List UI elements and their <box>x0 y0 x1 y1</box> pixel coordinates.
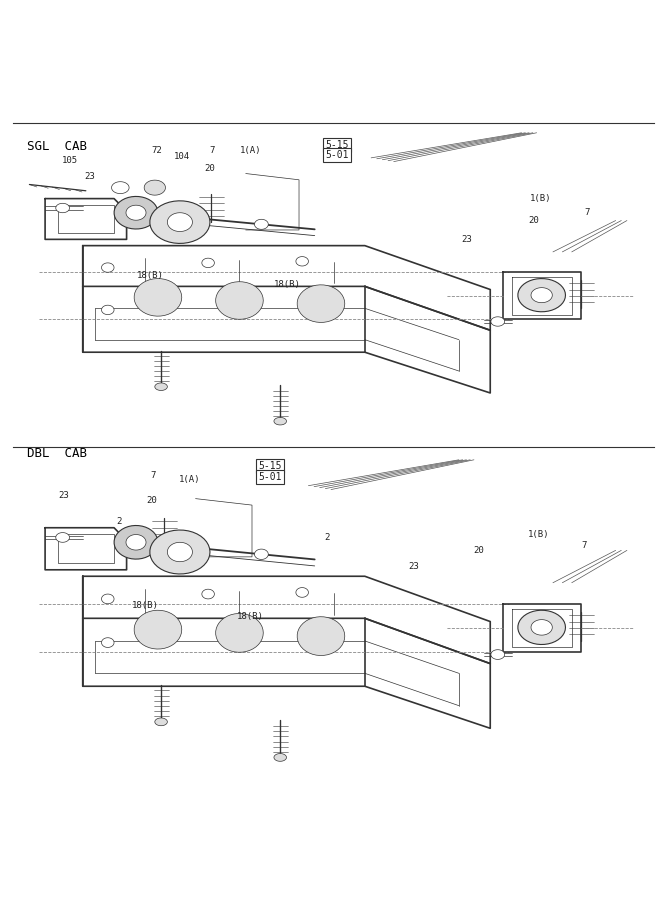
Polygon shape <box>114 526 158 559</box>
Polygon shape <box>491 317 505 326</box>
Text: 1(A): 1(A) <box>179 474 201 483</box>
Polygon shape <box>255 549 268 560</box>
Polygon shape <box>167 212 192 231</box>
Text: 23: 23 <box>85 172 95 181</box>
Polygon shape <box>255 220 268 230</box>
Polygon shape <box>155 382 167 391</box>
Polygon shape <box>144 180 165 195</box>
Polygon shape <box>101 263 114 273</box>
Polygon shape <box>101 594 114 604</box>
Text: 5-15: 5-15 <box>258 462 282 472</box>
Polygon shape <box>134 610 182 649</box>
Polygon shape <box>531 288 552 302</box>
Polygon shape <box>297 616 345 655</box>
Text: 18(B): 18(B) <box>132 601 159 610</box>
Polygon shape <box>274 753 287 761</box>
Polygon shape <box>202 590 214 598</box>
Text: 20: 20 <box>147 496 157 505</box>
Polygon shape <box>56 533 69 543</box>
Text: 7: 7 <box>584 208 590 217</box>
Polygon shape <box>215 282 263 320</box>
Text: 23: 23 <box>58 491 69 500</box>
Text: 104: 104 <box>173 152 189 161</box>
Polygon shape <box>491 650 505 660</box>
Text: 5-01: 5-01 <box>258 472 282 482</box>
Polygon shape <box>155 718 167 725</box>
Polygon shape <box>518 279 566 311</box>
Text: 23: 23 <box>462 235 472 244</box>
Text: 18(B): 18(B) <box>273 280 300 289</box>
Text: 18(B): 18(B) <box>137 271 163 280</box>
Polygon shape <box>101 638 114 647</box>
Text: 7: 7 <box>151 472 156 481</box>
Polygon shape <box>134 279 182 316</box>
Text: 2: 2 <box>116 517 121 526</box>
Text: 18(B): 18(B) <box>237 612 263 621</box>
Polygon shape <box>296 256 308 266</box>
Text: 7: 7 <box>581 541 586 550</box>
Text: 20: 20 <box>205 165 215 174</box>
Polygon shape <box>167 543 192 562</box>
Polygon shape <box>150 530 210 574</box>
Text: SGL  CAB: SGL CAB <box>27 140 87 153</box>
Text: 5-15: 5-15 <box>325 140 349 150</box>
Text: 7: 7 <box>209 146 215 155</box>
Text: 20: 20 <box>474 546 484 555</box>
Polygon shape <box>202 258 214 267</box>
Polygon shape <box>518 610 566 644</box>
Polygon shape <box>297 284 345 322</box>
Text: 23: 23 <box>408 562 419 572</box>
Polygon shape <box>101 305 114 315</box>
Polygon shape <box>296 588 308 598</box>
Polygon shape <box>274 418 287 425</box>
Polygon shape <box>150 201 210 243</box>
Text: DBL  CAB: DBL CAB <box>27 446 87 460</box>
Polygon shape <box>114 196 158 229</box>
Polygon shape <box>215 614 263 652</box>
Text: 1(A): 1(A) <box>239 146 261 155</box>
Polygon shape <box>111 182 129 194</box>
Polygon shape <box>126 205 146 220</box>
Text: 1(B): 1(B) <box>530 194 551 203</box>
Polygon shape <box>126 535 146 550</box>
Text: 5-01: 5-01 <box>325 150 349 160</box>
Text: 72: 72 <box>151 146 162 155</box>
Text: 105: 105 <box>62 157 78 166</box>
Text: 20: 20 <box>528 216 539 225</box>
Polygon shape <box>56 203 69 212</box>
Text: 1(B): 1(B) <box>528 530 550 539</box>
Polygon shape <box>531 619 552 635</box>
Text: 2: 2 <box>324 533 329 542</box>
